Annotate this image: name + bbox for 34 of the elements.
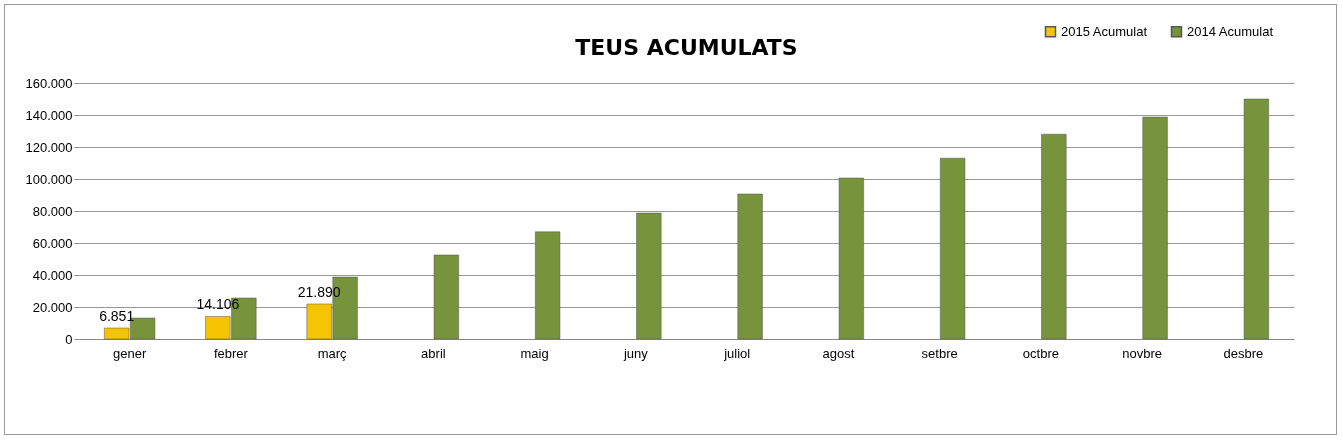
legend-label: 2015 Acumulat (1061, 23, 1148, 39)
legend-label: 2014 Acumulat (1187, 23, 1274, 39)
y-tick-label: 40.000 (32, 267, 73, 283)
bar (940, 157, 966, 340)
bar (1041, 133, 1067, 340)
bar (1142, 116, 1168, 340)
y-tick-label: 60.000 (32, 235, 73, 251)
x-tick-label: juny (622, 345, 649, 361)
bar (838, 177, 864, 340)
x-tick-label: novbre (1122, 345, 1162, 361)
x-tick-label: febrer (213, 345, 249, 361)
y-tick-label: 140.000 (25, 107, 73, 123)
x-tick-label: gener (113, 345, 147, 361)
y-tick-label: 20.000 (32, 299, 73, 315)
bar (636, 212, 662, 340)
data-label: 6.851 (99, 308, 135, 325)
x-tick-label: abril (421, 345, 446, 361)
y-tick-label: 100.000 (25, 171, 73, 187)
x-tick-label: juliol (723, 345, 751, 361)
x-tick-label: setbre (921, 345, 958, 361)
x-tick-label: octbre (1022, 345, 1059, 361)
chart-title: TEUS ACUMULATS (575, 35, 798, 60)
y-tick-label: 0 (65, 331, 73, 347)
y-tick-label: 80.000 (32, 203, 73, 219)
x-tick-label: març (317, 345, 348, 361)
y-tick-label: 120.000 (25, 139, 73, 155)
bar (433, 254, 459, 340)
bar (737, 193, 763, 340)
bar (1243, 98, 1269, 340)
y-tick-label: 160.000 (25, 75, 73, 91)
x-tick-label: maig (520, 345, 549, 361)
bar (535, 231, 561, 340)
x-tick-label: agost (822, 345, 855, 361)
x-tick-label: desbre (1223, 345, 1264, 361)
